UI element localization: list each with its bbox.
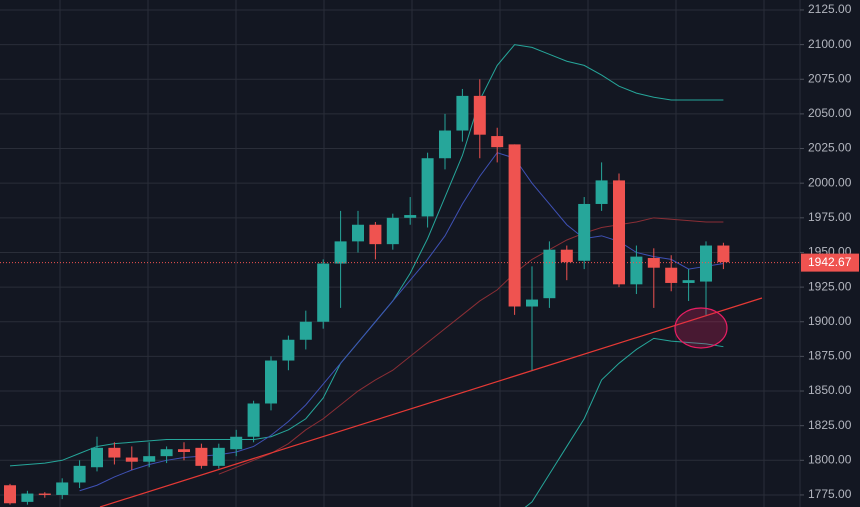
candle-body [38, 493, 51, 495]
candle-body [247, 403, 260, 437]
y-tick-label: 1900.00 [808, 314, 852, 328]
candle-body [647, 258, 660, 268]
candle-body [473, 95, 486, 135]
candle-body [508, 144, 521, 307]
time-grid [59, 0, 765, 507]
candle-body [613, 180, 625, 285]
candles [0, 79, 800, 505]
candle-body [282, 339, 295, 361]
candle-body [178, 449, 190, 452]
y-tick-label: 1875.00 [808, 349, 852, 363]
y-tick-label: 2125.00 [808, 2, 852, 16]
indicator-line [218, 217, 724, 475]
candle-body [717, 245, 730, 263]
candle-body [526, 299, 538, 307]
y-tick-label: 2100.00 [808, 37, 852, 51]
candle-body [543, 249, 556, 299]
candle-body [386, 217, 399, 245]
last-price-label: 1942.67 [808, 255, 852, 269]
candle-body [595, 180, 608, 204]
y-tick-label: 2075.00 [808, 71, 852, 85]
y-tick-label: 1850.00 [808, 383, 852, 397]
candle-body [352, 224, 364, 242]
candle-body [265, 360, 277, 404]
candle-body [665, 267, 678, 283]
candle-body [91, 447, 103, 468]
candle-body [125, 457, 138, 462]
candle-body [56, 482, 69, 495]
candle-body [21, 493, 34, 502]
candle-body [682, 280, 695, 283]
candle-body [421, 158, 434, 217]
y-tick-label: 1925.00 [808, 279, 852, 293]
candle-body [143, 456, 156, 462]
candle-body [73, 465, 86, 483]
y-tick-label: 2000.00 [808, 175, 852, 189]
y-tick-label: 1775.00 [808, 487, 852, 501]
candle-body [491, 136, 504, 148]
candle-body [369, 224, 382, 245]
y-tick-label: 1975.00 [808, 210, 852, 224]
y-tick-label: 2025.00 [808, 141, 852, 155]
candle-body [195, 447, 208, 466]
price-axis: 1775.00 1800.00 1825.00 1850.00 1875.00 1900.… [800, 2, 859, 501]
candle-body [299, 321, 312, 340]
candle-body [160, 449, 173, 457]
candle-body [560, 249, 573, 263]
candle-body [404, 215, 417, 218]
y-tick-label: 1825.00 [808, 418, 852, 432]
y-tick-label: 1800.00 [808, 452, 852, 466]
candle-body [212, 447, 225, 466]
last-price-box [801, 253, 859, 272]
candle-body [439, 130, 451, 159]
candle-body [630, 256, 643, 285]
indicator-line [524, 337, 724, 507]
candle-body [230, 436, 243, 450]
candle-body [108, 447, 121, 458]
candle-body [317, 263, 330, 322]
candle-body [334, 241, 347, 264]
highlight-ellipse [674, 307, 728, 349]
candle-body [4, 485, 16, 504]
candle-body [456, 95, 469, 131]
candle-body [578, 203, 591, 261]
y-tick-label: 2050.00 [808, 106, 852, 120]
trend-line [99, 297, 763, 507]
candle-body [700, 245, 712, 282]
